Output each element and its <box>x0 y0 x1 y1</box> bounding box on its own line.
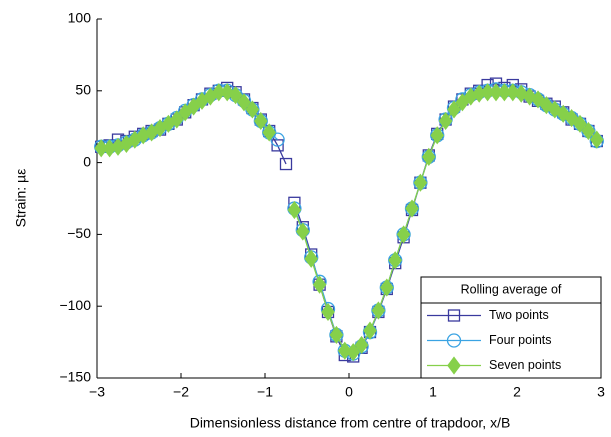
marker <box>271 139 284 152</box>
legend-label: Four points <box>489 333 552 347</box>
marker <box>589 130 604 149</box>
marker <box>446 333 462 348</box>
marker <box>421 147 436 166</box>
marker <box>505 83 520 102</box>
x-tick-label: −3 <box>89 384 105 400</box>
marker <box>270 132 285 147</box>
marker <box>329 325 344 345</box>
marker <box>346 343 361 362</box>
y-tick-label: 100 <box>68 10 92 26</box>
marker <box>337 341 352 360</box>
marker <box>312 275 327 294</box>
x-tick-label: −2 <box>173 384 189 400</box>
marker <box>354 335 369 355</box>
marker <box>396 225 411 244</box>
marker <box>447 100 461 119</box>
marker <box>245 100 260 119</box>
x-tick-label: 2 <box>513 384 521 400</box>
x-tick-label: −1 <box>257 384 273 400</box>
marker <box>237 93 251 112</box>
y-axis-label: Strain: µε <box>13 169 29 228</box>
y-tick-label: −50 <box>67 225 91 241</box>
marker <box>169 110 184 129</box>
marker <box>279 157 293 171</box>
marker <box>253 111 268 131</box>
y-tick-label: 0 <box>83 153 91 169</box>
y-tick-label: −100 <box>59 297 91 313</box>
marker <box>438 111 453 131</box>
x-tick-label: 3 <box>597 384 605 400</box>
marker <box>581 121 596 141</box>
marker <box>379 278 394 297</box>
marker <box>430 126 445 145</box>
y-tick-label: −150 <box>59 369 91 385</box>
legend-title: Rolling average of <box>461 282 562 296</box>
marker <box>371 301 386 320</box>
marker <box>363 321 377 340</box>
marker <box>447 309 461 322</box>
legend-label: Seven points <box>489 358 561 372</box>
legend-label: Two points <box>489 308 549 322</box>
x-tick-label: 0 <box>345 384 353 400</box>
marker <box>405 199 419 218</box>
marker <box>304 249 319 268</box>
x-axis-label: Dimensionless distance from centre of tr… <box>190 415 511 431</box>
marker <box>573 114 587 133</box>
marker <box>262 123 277 142</box>
y-tick-label: 50 <box>75 82 91 98</box>
marker <box>321 302 335 322</box>
marker <box>413 173 428 192</box>
x-tick-label: 1 <box>429 384 437 400</box>
marker <box>287 200 302 220</box>
marker <box>228 86 243 105</box>
legend: Rolling average of Two points Four points S… <box>420 276 602 379</box>
marker <box>295 222 310 241</box>
marker <box>447 356 461 375</box>
marker <box>388 251 403 270</box>
